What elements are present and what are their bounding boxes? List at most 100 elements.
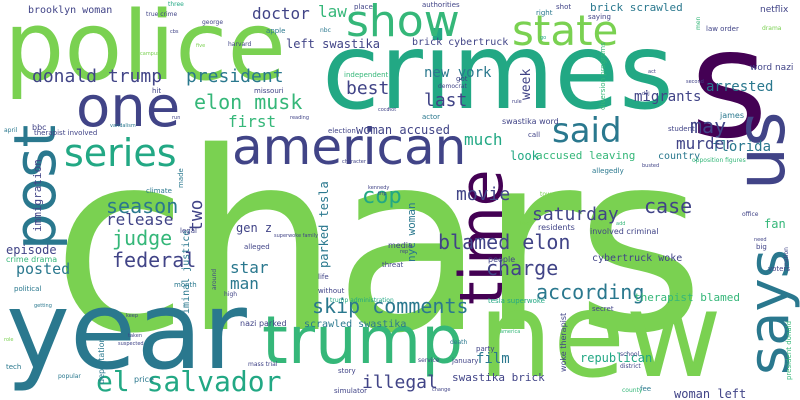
small-word: office (742, 211, 759, 218)
word-film: film (476, 351, 510, 367)
small-word: cbs (170, 29, 179, 35)
small-word: five (196, 43, 206, 49)
word-country: country (658, 151, 701, 162)
small-word: fee (640, 385, 652, 393)
small-word: student (668, 125, 695, 133)
word-according: according (536, 280, 645, 304)
small-word: hit (152, 87, 162, 95)
small-word: tech (6, 363, 22, 371)
small-word: change (432, 387, 451, 393)
word-case: case (644, 194, 693, 218)
word-swastika-word: swastika word (502, 117, 559, 126)
word-woke-therapist: woke therapist (559, 312, 568, 372)
word-blamed-elon: blamed elon (438, 230, 571, 254)
word-elon-musk: elon musk (194, 90, 303, 114)
word-netflix: netflix (760, 5, 789, 15)
small-word: harvard (228, 41, 252, 48)
small-word: district (620, 363, 641, 370)
word-man: man (230, 274, 259, 293)
word-said: said (552, 111, 622, 151)
small-word: january (452, 357, 479, 365)
word-judge: judge (112, 226, 173, 250)
word-woman-left: woman left (674, 387, 747, 400)
small-word: suspected (118, 341, 144, 347)
small-word: county (622, 387, 643, 394)
small-word: democrat (438, 83, 467, 90)
small-word: busted (642, 163, 660, 169)
small-word: voters (768, 265, 791, 273)
word-involved-criminal: involved criminal (590, 227, 659, 236)
word-release: release (106, 210, 174, 229)
word-new: new (478, 266, 722, 400)
small-word: bbc (32, 123, 47, 132)
small-word: three (168, 1, 184, 8)
small-word: america (500, 329, 521, 335)
word-tesla-superwoke: tesla superwoke (488, 297, 545, 305)
word-crime-drama: crime drama (6, 255, 58, 264)
small-word: true crime (146, 11, 178, 18)
word-brick-cybertruck: brick cybertruck (412, 37, 509, 48)
small-word: high (224, 291, 238, 298)
small-word: vandalism (110, 123, 136, 129)
word-fan: fan (764, 217, 786, 231)
small-word: alleged (244, 243, 270, 251)
small-word: reading (290, 115, 309, 121)
word-president: president (186, 66, 284, 87)
small-word: deportation (97, 337, 106, 384)
small-word: call (528, 131, 541, 139)
small-word: right (536, 9, 553, 17)
small-word: secret (592, 305, 614, 313)
word-doctor: doctor (252, 4, 310, 23)
small-word: doj (642, 91, 650, 97)
small-word: campus (140, 51, 160, 57)
word-look: look (510, 149, 539, 163)
word-american: american (232, 118, 467, 176)
small-word: threat (382, 261, 404, 269)
word-immigration: immigration (31, 159, 44, 232)
word-mass-trial: mass trial (248, 361, 278, 368)
word-florida: florida (712, 139, 772, 155)
word-scrawled-swastika: scrawled swastika (304, 319, 407, 330)
word-s-big: s (690, 0, 769, 172)
small-word: superwoke family (274, 233, 319, 239)
word-may: may (690, 114, 727, 138)
small-word: made (177, 168, 185, 188)
small-word: april (4, 127, 18, 134)
small-word: george (202, 19, 224, 26)
small-word: shot (556, 3, 572, 11)
word-opposition-figures: opposition figures (692, 157, 746, 164)
word-first: first (228, 112, 277, 131)
small-word: rep (400, 249, 409, 255)
small-word: price (134, 375, 154, 384)
small-word: character (342, 159, 366, 165)
word-episode: episode (6, 243, 57, 257)
word-law: law (318, 2, 347, 21)
small-word: party (476, 345, 495, 353)
word-new-york: new york (424, 65, 492, 81)
word-nazi-parked: nazi parked (240, 319, 287, 328)
small-word: independent (344, 71, 389, 79)
word-woman-accused: woman accused (356, 123, 450, 137)
small-word: coco (378, 107, 390, 113)
small-word: hot (388, 107, 397, 113)
small-word: act (648, 69, 656, 75)
small-word: trip (378, 191, 387, 197)
word-arrested: arrested (706, 79, 774, 95)
word-crimes: crimes (322, 11, 674, 133)
word-brooklyn-woman: brooklyn woman (28, 5, 113, 16)
word-movie: movie (456, 184, 511, 205)
word-posted: posted (16, 260, 71, 278)
word-migrants: migrants (634, 89, 702, 105)
small-word: taken (128, 333, 142, 339)
small-word: legal (180, 227, 197, 235)
small-word: go (540, 35, 547, 41)
small-word: simulator (334, 387, 367, 395)
word-therapist-blamed: therapist blamed (634, 291, 740, 304)
small-word: need (754, 237, 767, 243)
word-brick-scrawled: brick scrawled (590, 1, 683, 14)
word-show: show (346, 0, 460, 47)
small-word: role (4, 337, 14, 343)
small-word: getting (34, 303, 52, 309)
word-trump-administration: trump administration (330, 297, 394, 304)
